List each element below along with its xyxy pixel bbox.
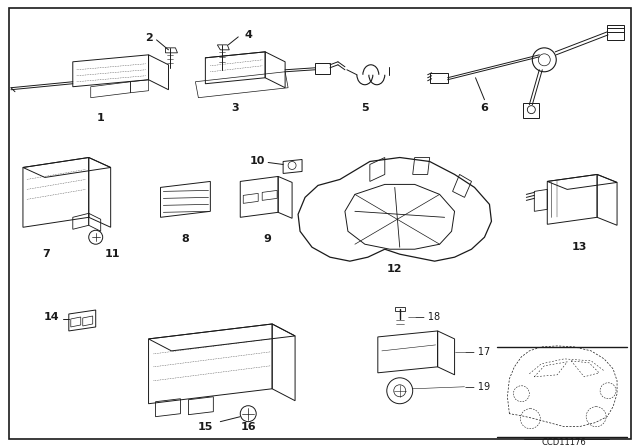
Text: 14: 14: [44, 312, 59, 322]
Text: 3: 3: [232, 103, 239, 112]
Text: 16: 16: [241, 422, 256, 431]
Text: 10: 10: [250, 156, 265, 167]
Text: — 17: — 17: [465, 347, 490, 357]
Text: 8: 8: [182, 234, 189, 244]
Text: 15: 15: [198, 422, 213, 431]
Text: 9: 9: [263, 234, 271, 244]
Text: 11: 11: [105, 249, 120, 259]
Text: — 18: — 18: [415, 312, 440, 322]
Text: 13: 13: [572, 242, 587, 252]
Text: CCD11176: CCD11176: [542, 438, 587, 447]
Text: — 19: — 19: [465, 382, 490, 392]
Text: 5: 5: [361, 103, 369, 112]
Text: 4: 4: [244, 30, 252, 40]
Text: 12: 12: [387, 264, 403, 274]
Bar: [395, 307, 404, 311]
Text: 6: 6: [481, 103, 488, 112]
Text: 1: 1: [97, 112, 104, 123]
Text: 2: 2: [145, 33, 152, 43]
Text: 7: 7: [42, 249, 50, 259]
